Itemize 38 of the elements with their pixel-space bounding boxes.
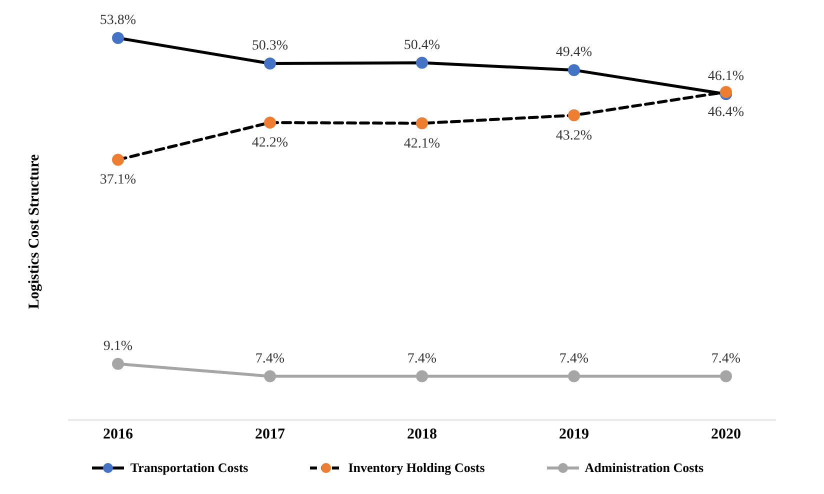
data-label: 46.4% — [708, 104, 744, 120]
data-label: 46.1% — [708, 69, 744, 84]
point — [416, 117, 428, 130]
data-label: 50.4% — [404, 38, 440, 53]
x-tick-label: 2020 — [711, 426, 741, 443]
data-label: 42.2% — [252, 136, 288, 151]
data-label: 7.4% — [711, 351, 741, 366]
x-tick-label: 2017 — [255, 426, 286, 443]
point — [568, 109, 580, 122]
y-axis-title: Logistics Cost Structure — [26, 154, 42, 309]
data-label: 43.2% — [556, 128, 592, 144]
data-label: 9.1% — [103, 338, 133, 354]
data-label: 49.4% — [556, 45, 592, 60]
point — [112, 154, 124, 166]
point — [568, 64, 580, 76]
point — [416, 370, 428, 382]
data-label: 7.4% — [407, 351, 437, 366]
point — [720, 86, 732, 98]
data-label: 7.4% — [559, 351, 589, 366]
x-tick-label: 2019 — [559, 426, 589, 443]
point — [264, 58, 276, 70]
data-label: 53.8% — [100, 13, 136, 28]
legend-label: Administration Costs — [584, 460, 704, 476]
point — [416, 56, 428, 69]
point — [112, 32, 124, 44]
data-label: 7.4% — [255, 351, 285, 366]
point — [112, 358, 124, 370]
legend-label: Inventory Holding Costs — [347, 460, 485, 476]
point — [720, 370, 732, 382]
point — [264, 370, 276, 382]
x-tick-label: 2018 — [407, 426, 437, 443]
data-label: 37.1% — [100, 172, 136, 188]
legend-label: Transportation Costs — [129, 460, 248, 476]
x-tick-label: 2016 — [103, 426, 134, 443]
point — [264, 116, 276, 129]
data-label: 42.1% — [404, 136, 440, 152]
data-label: 50.3% — [252, 38, 288, 54]
point — [568, 370, 580, 382]
